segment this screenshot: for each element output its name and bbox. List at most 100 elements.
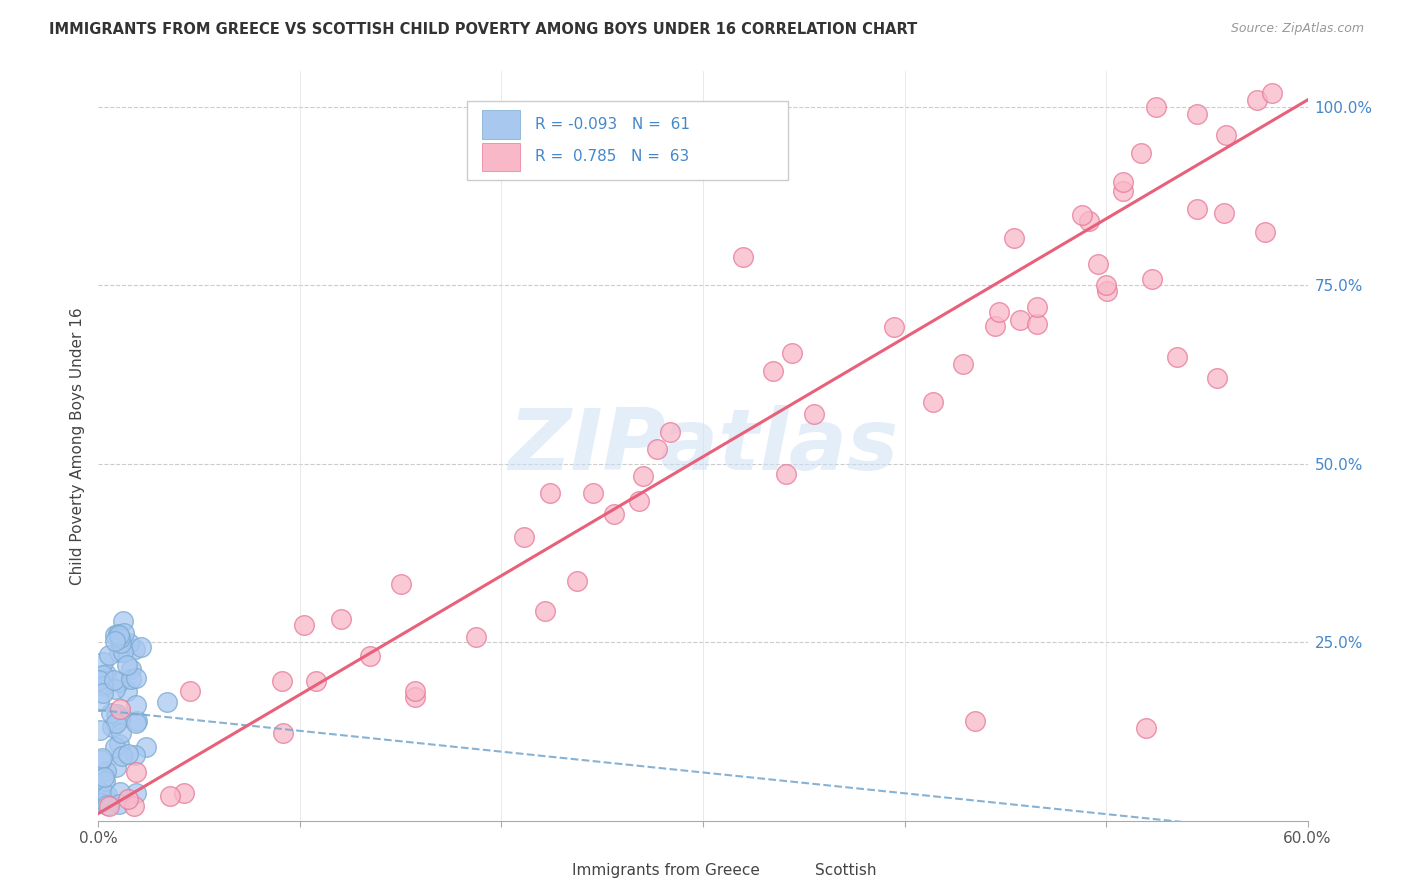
Point (1185, 107, 1208, 121)
Point (125, 786, 148, 800)
Point (984, 318, 1007, 333)
Point (1246, 93, 1268, 107)
Point (631, 468, 654, 483)
Point (782, 346, 804, 360)
Point (1129, 145, 1152, 160)
Point (89, 673, 111, 687)
Point (1112, 175, 1135, 189)
Point (91, 679, 114, 693)
Point (111, 645, 134, 659)
Point (1026, 318, 1049, 332)
Point (103, 682, 125, 697)
Point (359, 648, 381, 663)
Point (464, 630, 486, 644)
Point (90, 796, 112, 810)
Point (97, 799, 120, 814)
Point (103, 673, 125, 688)
Point (101, 720, 124, 734)
Point (1025, 300, 1047, 314)
Point (135, 739, 157, 754)
Point (1261, 86, 1284, 100)
Point (110, 726, 132, 740)
Point (110, 636, 132, 650)
Point (404, 690, 426, 705)
Point (124, 642, 146, 657)
Point (389, 577, 412, 591)
Point (91, 655, 114, 669)
Point (173, 786, 195, 800)
Point (775, 467, 797, 482)
Point (107, 626, 129, 640)
Point (1087, 256, 1109, 270)
Point (105, 760, 128, 774)
Point (659, 425, 682, 439)
Point (159, 789, 181, 803)
Text: ZIPatlas: ZIPatlas (508, 404, 898, 488)
Point (89, 723, 111, 737)
Point (988, 305, 1011, 319)
Point (273, 725, 295, 739)
Text: Source: ZipAtlas.com: Source: ZipAtlas.com (1230, 22, 1364, 36)
Point (105, 707, 128, 722)
Point (538, 486, 561, 500)
Point (581, 485, 603, 500)
Point (94, 764, 117, 779)
Point (124, 747, 146, 762)
Point (1070, 207, 1092, 221)
Point (1078, 214, 1101, 228)
Point (404, 684, 426, 698)
Point (118, 636, 141, 650)
Text: Immigrants from Greece: Immigrants from Greece (572, 863, 761, 879)
Point (645, 442, 668, 457)
Point (112, 625, 135, 640)
Point (115, 683, 138, 698)
Point (1095, 284, 1118, 298)
Text: R = -0.093   N =  61: R = -0.093 N = 61 (534, 117, 690, 132)
Point (122, 799, 145, 814)
Point (103, 739, 125, 754)
Point (922, 394, 945, 409)
Text: R =  0.785   N =  63: R = 0.785 N = 63 (534, 149, 689, 164)
Point (96, 788, 118, 802)
FancyBboxPatch shape (769, 859, 803, 883)
Point (125, 714, 148, 728)
Point (1002, 230, 1025, 244)
Point (952, 357, 974, 371)
Point (94, 666, 117, 681)
Point (131, 640, 153, 655)
Point (271, 673, 294, 688)
Point (762, 364, 785, 378)
Point (1254, 225, 1277, 239)
Point (107, 797, 129, 812)
Point (1135, 721, 1157, 735)
Point (94, 774, 117, 789)
Point (91, 668, 114, 682)
Point (1095, 278, 1118, 293)
Point (103, 628, 125, 642)
Point (111, 614, 134, 628)
Point (292, 618, 315, 632)
Point (97, 648, 120, 662)
Point (115, 657, 138, 672)
Point (100, 706, 122, 720)
Point (96, 793, 118, 807)
Point (305, 674, 328, 689)
Point (90, 753, 112, 767)
Point (125, 715, 148, 730)
Point (93, 686, 115, 700)
Point (120, 663, 142, 677)
FancyBboxPatch shape (482, 143, 520, 171)
Point (96, 798, 118, 813)
Point (125, 698, 148, 713)
Point (534, 604, 557, 618)
Point (1215, 128, 1237, 143)
Point (1008, 313, 1031, 327)
Point (628, 493, 651, 508)
Point (108, 645, 131, 659)
Point (117, 747, 139, 761)
Point (108, 675, 131, 690)
Point (108, 628, 131, 642)
Text: Scottish: Scottish (815, 863, 877, 879)
Point (1187, 202, 1209, 216)
Point (120, 672, 142, 686)
